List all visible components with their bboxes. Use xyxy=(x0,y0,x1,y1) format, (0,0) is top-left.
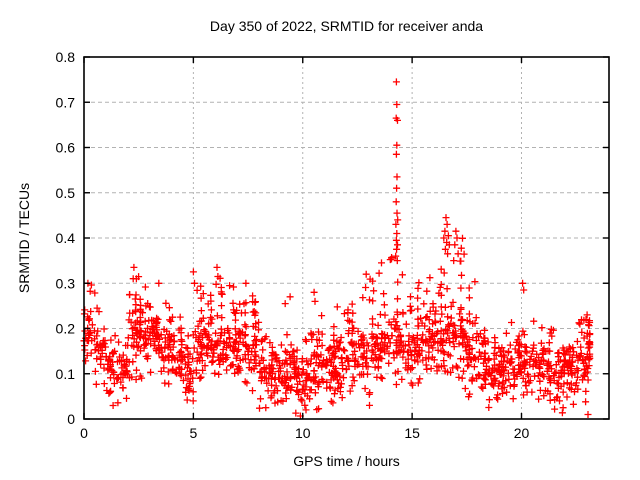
x-tick-label: 15 xyxy=(404,425,420,441)
y-tick-label: 0.5 xyxy=(56,185,76,201)
y-tick-label: 0.4 xyxy=(56,230,76,246)
y-tick-label: 0.6 xyxy=(56,140,76,156)
x-tick-label: 0 xyxy=(80,425,88,441)
chart-title: Day 350 of 2022, SRMTID for receiver and… xyxy=(209,18,484,34)
x-axis-label: GPS time / hours xyxy=(293,453,400,469)
y-tick-label: 0 xyxy=(67,411,75,427)
y-tick-label: 0.7 xyxy=(56,94,76,110)
x-tick-label: 5 xyxy=(189,425,197,441)
x-tick-label: 20 xyxy=(514,425,530,441)
y-tick-label: 0.3 xyxy=(56,275,76,291)
y-tick-label: 0.2 xyxy=(56,321,76,337)
y-tick-label: 0.1 xyxy=(56,366,76,382)
y-tick-label: 0.8 xyxy=(56,49,76,65)
data-points xyxy=(80,78,594,420)
x-tick-label: 10 xyxy=(295,425,311,441)
